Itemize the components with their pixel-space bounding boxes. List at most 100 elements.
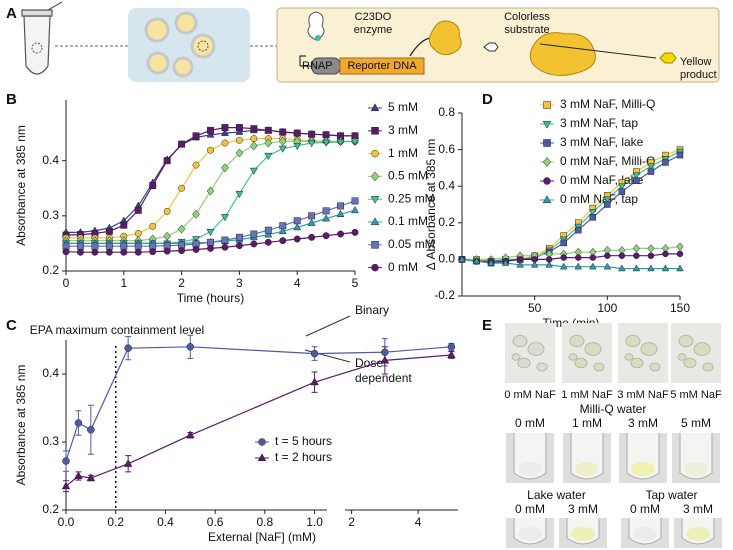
data-point <box>235 124 243 132</box>
callout-label: Dose <box>355 356 383 370</box>
data-point <box>178 184 186 192</box>
data-point <box>163 157 171 165</box>
cuvette-liquid <box>571 527 595 541</box>
data-point <box>178 140 186 148</box>
legend-label: 0.5 mM <box>388 169 428 183</box>
series-line <box>461 253 680 262</box>
legend-marker <box>370 171 380 182</box>
data-point <box>207 244 214 252</box>
data-point <box>221 214 229 222</box>
cell-image <box>517 357 531 369</box>
data-point <box>604 252 611 259</box>
data-point <box>134 248 142 256</box>
cell-image <box>677 353 687 361</box>
data-point <box>221 124 229 132</box>
data-point <box>661 264 670 272</box>
legend-marker <box>542 157 552 167</box>
legend-marker <box>371 149 379 158</box>
arrow <box>409 37 431 57</box>
sample-label: 0 mM <box>515 416 545 430</box>
data-point <box>186 343 195 351</box>
data-point <box>310 349 319 358</box>
data-point <box>149 248 157 256</box>
data-point <box>380 355 390 364</box>
data-point <box>134 206 142 214</box>
data-point <box>293 217 301 225</box>
data-point <box>105 248 113 256</box>
data-point <box>604 201 611 208</box>
reporter-label: Reporter DNA <box>347 60 417 72</box>
data-point <box>279 237 287 245</box>
x-tick-label: 0 <box>63 276 70 290</box>
sample-label: 0 mM <box>630 502 660 516</box>
data-point <box>632 244 641 253</box>
x-tick-label: 1.0 <box>306 515 323 529</box>
y-axis-title: Δ Absorbance at 385 nm <box>424 139 438 270</box>
data-point <box>589 209 597 216</box>
x-tick-label: 0.8 <box>257 515 274 529</box>
cuvette-liquid <box>575 462 599 476</box>
data-point <box>235 148 244 158</box>
product-label: product <box>680 69 717 81</box>
legend-marker <box>371 241 379 249</box>
x-tick-label: 150 <box>670 301 690 315</box>
y-tick-label: 0.6 <box>438 142 455 156</box>
data-point <box>149 182 157 189</box>
data-point <box>264 126 272 134</box>
x-tick-label: 1 <box>120 276 127 290</box>
cell-image <box>640 342 658 356</box>
data-point <box>647 252 655 259</box>
legend-marker <box>370 103 380 112</box>
enzyme <box>429 20 462 56</box>
legend-label: 1 mM <box>388 146 418 160</box>
data-point <box>545 260 553 268</box>
legend-label: 3 mM NaF, Milli-Q <box>560 97 655 111</box>
data-point <box>308 130 316 138</box>
data-point <box>381 348 389 356</box>
y-tick-label: 0.2 <box>438 215 455 229</box>
x-tick-label: 100 <box>597 301 617 315</box>
data-point <box>487 258 495 266</box>
x-tick-label: 4 <box>294 276 301 290</box>
x-tick-label: 0.4 <box>157 515 174 529</box>
substrate-label: Colorless <box>504 11 550 23</box>
data-point <box>264 138 273 148</box>
data-point <box>575 254 582 261</box>
data-point <box>278 226 287 235</box>
micrograph-label: 5 mM NaF <box>670 389 722 401</box>
panel-a-schematic: RNAP Reporter DNA C23DO enzyme Colorless… <box>21 1 720 83</box>
cell-image <box>511 353 521 361</box>
data-point <box>192 161 200 169</box>
data-point <box>61 481 71 490</box>
series-line <box>461 154 681 264</box>
tube <box>23 15 51 75</box>
panel-label: A <box>6 5 17 22</box>
reference-label: EPA maximum containment level <box>30 323 205 337</box>
data-point <box>134 242 142 250</box>
x-tick-label: 3 <box>236 276 243 290</box>
x-axis-title: External [NaF] (mM) <box>208 530 316 544</box>
data-point <box>250 240 258 248</box>
data-point <box>516 260 524 268</box>
data-point <box>192 209 200 219</box>
series-line <box>461 258 680 270</box>
data-point <box>192 246 200 253</box>
sample-label: 0 mM <box>515 502 545 516</box>
data-point <box>279 128 287 136</box>
group-title: Lake water <box>527 488 586 502</box>
data-point <box>337 230 344 238</box>
data-point <box>337 202 345 210</box>
data-point <box>249 167 258 175</box>
cuvette-liquid <box>631 462 655 476</box>
data-point <box>676 264 684 272</box>
y-tick-label: 0.4 <box>42 153 59 167</box>
data-point <box>178 247 186 255</box>
cuvette-liquid <box>633 527 657 541</box>
rnap-label: RNAP <box>302 60 333 72</box>
data-point <box>124 344 132 352</box>
data-point <box>351 205 359 214</box>
cuvette-liquid <box>686 527 710 541</box>
data-point <box>278 136 287 146</box>
legend-label: 3 mM NaF, tap <box>560 116 638 130</box>
legend-marker <box>257 453 267 462</box>
